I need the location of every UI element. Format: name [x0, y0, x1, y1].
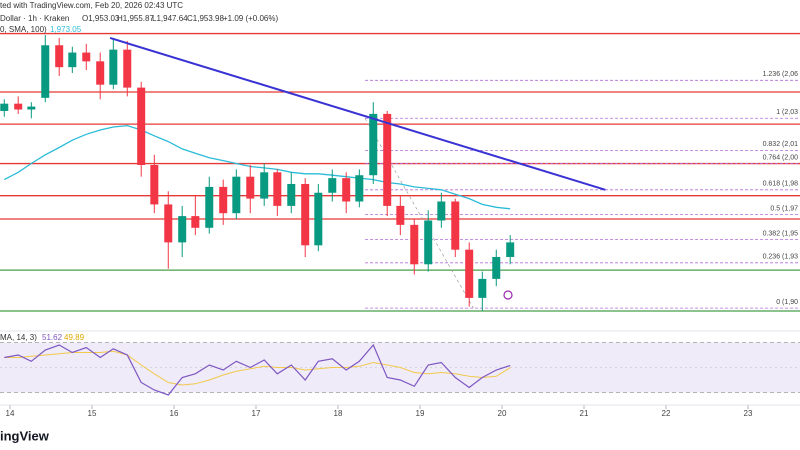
fib-label: 1 (2,03: [776, 109, 798, 116]
candle-body: [506, 242, 515, 257]
header-source: ted with TradingView.com, Feb 20, 2026 0…: [0, 1, 183, 10]
candle-body: [328, 178, 337, 193]
rsi-ma-value: 49.89: [64, 333, 85, 342]
candle-body: [14, 103, 23, 110]
fib-label: 0.832 (2,01: [763, 141, 799, 148]
x-tick-label: 17: [252, 409, 261, 418]
candle-body: [465, 249, 474, 298]
alert-icon: [503, 290, 513, 300]
fib-label: 0.236 (1,93: [763, 254, 799, 261]
candle-body: [410, 224, 419, 265]
watermark: ingView: [0, 428, 50, 443]
header-open: O1,953.03: [82, 14, 120, 23]
rsi-line: [4, 343, 511, 396]
candle-body: [150, 165, 159, 205]
fib-label: 1.236 (2,06: [763, 71, 799, 78]
x-tick-label: 14: [6, 409, 15, 418]
candle-body: [451, 201, 460, 250]
candle-body: [123, 49, 132, 88]
candle-body: [424, 220, 433, 265]
candle-body: [205, 186, 214, 228]
x-tick-label: 15: [88, 409, 97, 418]
candle-body: [191, 216, 200, 228]
candle-body: [314, 192, 323, 246]
x-tick-label: 16: [170, 409, 179, 418]
x-tick-label: 20: [498, 409, 507, 418]
candle-body: [260, 172, 269, 199]
header-close: C1,953.98: [187, 14, 224, 23]
candle-body: [41, 45, 50, 98]
candle-body: [137, 87, 146, 165]
header-low: L1,947.64: [152, 14, 188, 23]
header-high: H1,955.87: [117, 14, 154, 23]
x-tick-label: 18: [334, 409, 343, 418]
candle-body: [219, 186, 228, 214]
candle-body: [109, 49, 118, 85]
candle-body: [0, 103, 9, 111]
candle-body: [246, 176, 255, 199]
header-symbol: Dollar · 1h · Kraken: [0, 14, 69, 23]
fib-diagonal: [364, 118, 474, 309]
sma-label: 0, SMA, 100): [0, 25, 47, 34]
sma-value: 1,973.05: [50, 25, 82, 34]
candle-body: [164, 204, 173, 243]
rsi-label: MA, 14, 3): [0, 333, 37, 342]
candle-body: [287, 183, 296, 206]
candle-body: [273, 172, 282, 206]
fib-label: 0.382 (1,95: [763, 230, 799, 237]
trendline: [109, 37, 606, 191]
candle-body: [178, 216, 187, 243]
sma-line: [3, 124, 511, 210]
candle-body: [27, 106, 36, 110]
candle-body: [492, 256, 501, 279]
plot-area: 14 15 16 17 18 19 20 21 22 23 1.236 (2,06 1 (2,03 0.…: [0, 32, 800, 418]
candle-body: [396, 205, 405, 225]
candle-body: [55, 45, 64, 68]
x-tick-label: 19: [416, 409, 425, 418]
rsi-ma-line: [4, 350, 511, 386]
candle-body: [369, 113, 378, 176]
candle-body: [342, 178, 351, 202]
candle-body: [355, 175, 364, 202]
fib-label: 0.764 (2,00: [763, 154, 799, 161]
candle-body: [232, 176, 241, 214]
fib-label: 0.5 (1,97: [770, 205, 798, 212]
candle-body: [82, 52, 91, 62]
x-tick-label: 21: [580, 409, 589, 418]
header-change: +1.09 (+0.06%): [223, 14, 278, 23]
x-tick-label: 23: [744, 409, 753, 418]
candle-body: [437, 201, 446, 221]
candle-body: [383, 113, 392, 206]
candle-body: [301, 183, 310, 246]
rsi-value: 51.62: [42, 333, 63, 342]
fib-label: 0.618 (1,98: [763, 181, 799, 188]
fib-label: 0 (1,90: [776, 299, 798, 306]
x-tick-label: 22: [662, 409, 671, 418]
candle-body: [478, 278, 487, 298]
candle-body: [68, 52, 77, 68]
candle-body: [96, 61, 105, 85]
